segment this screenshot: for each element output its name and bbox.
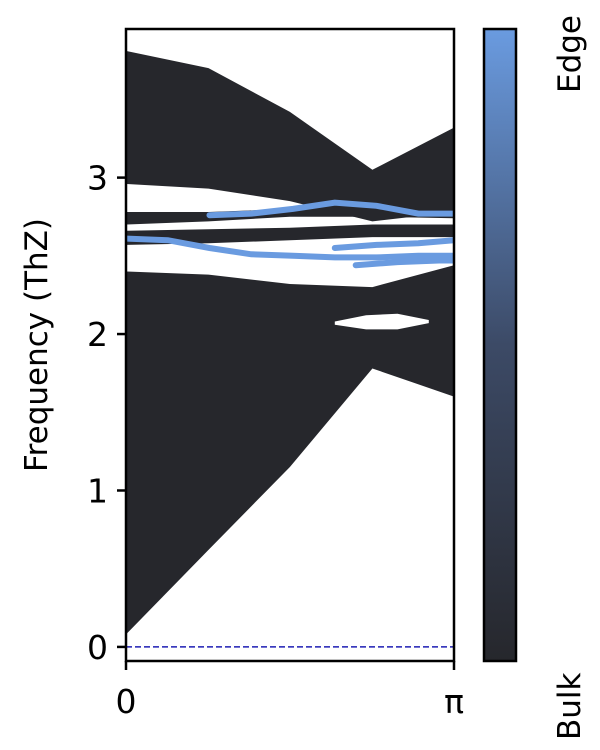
band-gaps <box>334 313 429 330</box>
edge-band-3 <box>352 257 454 269</box>
y-tick-label-2: 2 <box>87 315 108 354</box>
x-tick-label-0: 0 <box>116 682 137 721</box>
y-tick-label-1: 1 <box>87 471 108 510</box>
bulk-band-3 <box>126 50 454 222</box>
x-tick-label-1: π <box>444 682 464 721</box>
y-axis-ticks: 0 1 2 3 <box>87 159 126 667</box>
edge-band-2 <box>331 237 454 251</box>
colorbar-min-label: Bulk <box>552 672 588 740</box>
y-tick-label-0: 0 <box>87 628 108 667</box>
colorbar <box>482 27 518 663</box>
y-tick-label-3: 3 <box>87 159 108 198</box>
band-gap-0 <box>334 313 429 330</box>
plot-frame <box>124 27 456 663</box>
edge-band-0 <box>126 235 454 261</box>
bulk-bands <box>126 50 454 635</box>
bulk-band-1 <box>126 224 454 245</box>
edge-band-1 <box>206 199 454 219</box>
plot-area <box>126 50 454 648</box>
colorbar-max-label: Edge <box>552 15 588 93</box>
edge-bands <box>126 199 454 269</box>
y-axis-label: Frequency (ThZ) <box>19 218 55 472</box>
bulk-band-0 <box>126 265 454 635</box>
